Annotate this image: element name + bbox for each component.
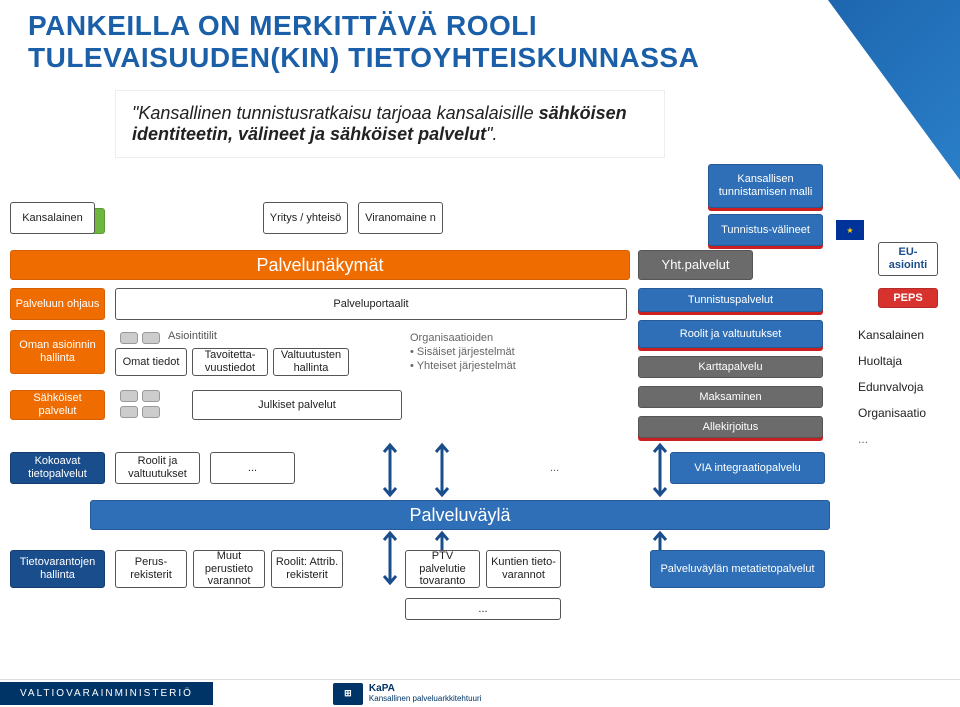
viranomainen-box: Viranomaine n xyxy=(358,202,443,234)
side-kansalainen: Kansalainen xyxy=(858,328,924,342)
arrow-4 xyxy=(380,528,400,588)
allekirjoitus-box: Allekirjoitus xyxy=(638,416,823,438)
asiointitilit-label: Asiointitilit xyxy=(168,330,217,342)
via-box: VIA integraatiopalvelu xyxy=(670,452,825,484)
kokoavat-label: Kokoavat tietopalvelut xyxy=(10,452,105,484)
ptv-box: PTV palvelutie tovaranto xyxy=(405,550,480,588)
corner-background xyxy=(740,0,960,180)
karttapalvelu-box: Karttapalvelu xyxy=(638,356,823,378)
kuntien-box: Kuntien tieto-varannot xyxy=(486,550,561,588)
tunnistuspalvelut-box: Tunnistuspalvelut xyxy=(638,288,823,312)
quote-box: "Kansallinen tunnistusratkaisu tarjoaa k… xyxy=(115,90,665,158)
yht-palvelut-box: Yht.palvelut xyxy=(638,250,753,280)
muut-perustieto-box: Muut perustieto varannot xyxy=(193,550,265,588)
side-dots: ... xyxy=(858,432,868,446)
omat-tiedot-box: Omat tiedot xyxy=(115,348,187,376)
org-text2: • Sisäiset järjestelmät xyxy=(410,346,515,358)
footer-ministry: VALTIOVARAINMINISTERIÖ xyxy=(0,682,213,705)
maksaminen-box: Maksaminen xyxy=(638,386,823,408)
side-edunvalvoja: Edunvalvoja xyxy=(858,380,923,394)
arrow-1 xyxy=(380,440,400,500)
roolit-attrib-box: Roolit: Attrib. rekisterit xyxy=(271,550,343,588)
eu-flag-icon: ★ xyxy=(836,220,864,240)
side-huoltaja: Huoltaja xyxy=(858,354,902,368)
palvelunakymat-banner: Palvelunäkymät xyxy=(10,250,630,280)
metatieto-box: Palveluväylän metatietopalvelut xyxy=(650,550,825,588)
page-title: PANKEILLA ON MERKITTÄVÄ ROOLI TULEVAISUU… xyxy=(28,10,699,74)
palveluun-ohjaus-label: Palveluun ohjaus xyxy=(10,288,105,320)
org-text3: • Yhteiset järjestelmät xyxy=(410,360,516,372)
kapa-text: KaPA xyxy=(369,684,482,694)
roolit-valtuutukset-box: Roolit ja valtuutukset xyxy=(638,320,823,348)
yritys-box: Yritys / yhteisö xyxy=(263,202,348,234)
arrow-3 xyxy=(650,440,670,500)
kt-malli-box: Kansallisen tunnistamisen malli xyxy=(708,164,823,208)
dots-txt: ... xyxy=(550,462,559,474)
tunnistusvalineet-box: Tunnistus-välineet xyxy=(708,214,823,246)
dots-box-1: ... xyxy=(210,452,295,484)
palveluportaalit-box: Palveluportaalit xyxy=(115,288,627,320)
architecture-diagram: Asiakkaat Kansalainen Yritys / yhteisö V… xyxy=(10,190,950,660)
title-line-2: TULEVAISUUDEN(KIN) TIETOYHTEISKUNNASSA xyxy=(28,42,699,74)
dots-box-bottom: ... xyxy=(405,598,561,620)
tavoitettavuus-box: Tavoitetta-vuustiedot xyxy=(192,348,268,376)
title-line-1: PANKEILLA ON MERKITTÄVÄ ROOLI xyxy=(28,10,699,42)
perusrekisterit-box: Perus-rekisterit xyxy=(115,550,187,588)
julkiset-palvelut-box: Julkiset palvelut xyxy=(192,390,402,420)
side-organisaatio: Organisaatio xyxy=(858,406,926,420)
arrow-2 xyxy=(432,440,452,500)
palveluvayla-banner: Palveluväylä xyxy=(90,500,830,530)
quote-suffix: ". xyxy=(486,124,497,144)
kapa-logo-icon: ⊞ xyxy=(333,683,363,705)
kansalainen-box: Kansalainen xyxy=(10,202,95,234)
quote-prefix: "Kansallinen tunnistusratkaisu tarjoaa k… xyxy=(132,103,539,123)
org-text1: Organisaatioiden xyxy=(410,332,493,344)
sahkoiset-palvelut-label: Sähköiset palvelut xyxy=(10,390,105,420)
footer-bar: VALTIOVARAINMINISTERIÖ ⊞ KaPA Kansalline… xyxy=(0,679,960,707)
roolit-valt2-box: Roolit ja valtuutukset xyxy=(115,452,200,484)
valtuutusten-box: Valtuutusten hallinta xyxy=(273,348,349,376)
peps-box: PEPS xyxy=(878,288,938,308)
footer-kapa: ⊞ KaPA Kansallinen palveluarkkitehtuuri xyxy=(333,683,482,705)
tietovarantojen-label: Tietovarantojen hallinta xyxy=(10,550,105,588)
eu-asiointi-box: EU-asiointi xyxy=(878,242,938,276)
oman-asioinnin-label: Oman asioinnin hallinta xyxy=(10,330,105,374)
